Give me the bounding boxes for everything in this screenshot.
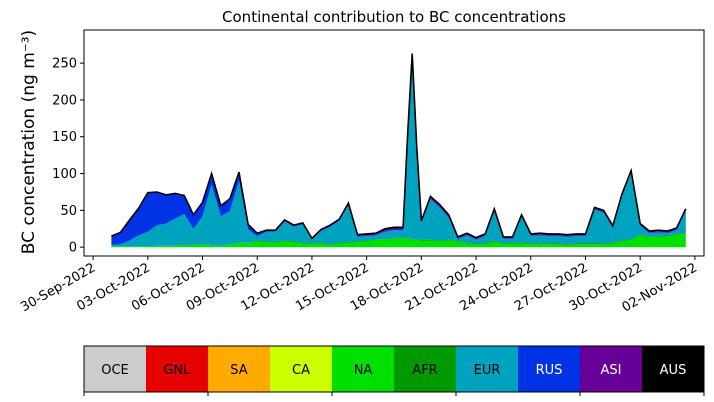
area-afr (111, 233, 686, 247)
legend-label-rus: RUS (536, 363, 563, 378)
legend-label-eur: EUR (474, 363, 501, 378)
y-tick-label: 200 (52, 93, 77, 108)
legend-label-gnl: GNL (163, 363, 191, 378)
legend-label-oce: OCE (101, 363, 129, 378)
legend-label-sa: SA (230, 363, 247, 378)
legend-swatch-sa (208, 346, 271, 392)
legend-swatch-afr (394, 346, 457, 392)
legend-label-afr: AFR (412, 363, 437, 378)
legend-label-aus: AUS (660, 363, 687, 378)
legend-swatch-oce (84, 346, 147, 392)
legend-swatch-aus (642, 346, 705, 392)
total-line (111, 53, 687, 240)
axes-frame (83, 29, 705, 257)
y-axis-label: BC concentration (ng m⁻³) (19, 30, 39, 254)
legend-swatch-asi (580, 346, 643, 392)
legend-swatch-rus (518, 346, 581, 392)
legend-label-ca: CA (292, 363, 310, 378)
chart-title: Continental contribution to BC concentra… (222, 8, 566, 26)
y-tick-label: 50 (60, 204, 77, 219)
legend-frame (83, 345, 705, 393)
legend-colorbar: OCE GNL SA CA NA AFR EUR RUS ASI AUS (83, 345, 705, 396)
area-na (111, 233, 686, 248)
area-eur (111, 56, 686, 247)
legend-swatch-gnl (146, 346, 209, 392)
legend-label-na: NA (354, 363, 373, 378)
y-tick-label: 100 (52, 167, 77, 182)
legend-swatch-na (332, 346, 395, 392)
y-tick-label: 0 (69, 241, 77, 256)
legend-swatch-ca (270, 346, 333, 392)
plot-area: 05010015020025030-Sep-202203-Oct-202206-… (18, 29, 705, 315)
legend-swatch-eur (456, 346, 519, 392)
legend-label-asi: ASI (601, 363, 622, 378)
y-tick-label: 250 (52, 57, 77, 72)
y-tick-label: 150 (52, 130, 77, 145)
